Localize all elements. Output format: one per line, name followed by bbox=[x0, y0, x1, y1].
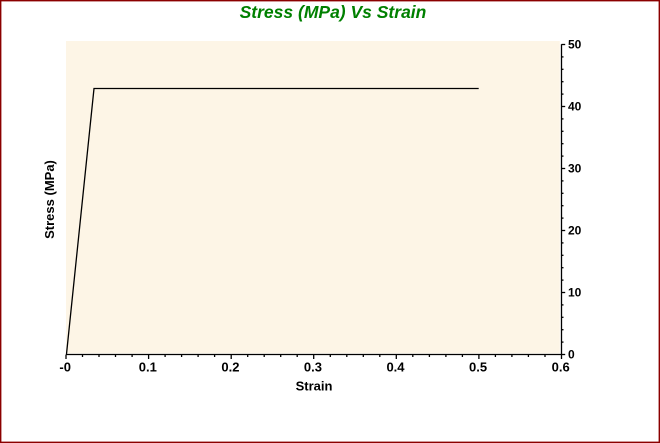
svg-text:Stress (MPa): Stress (MPa) bbox=[42, 160, 57, 239]
svg-text:0.1: 0.1 bbox=[139, 360, 157, 375]
svg-text:Stress (MPa) Vs Strain: Stress (MPa) Vs Strain bbox=[240, 2, 427, 22]
svg-text:Strain: Strain bbox=[296, 379, 333, 394]
svg-text:40: 40 bbox=[568, 99, 582, 113]
svg-text:0: 0 bbox=[568, 347, 575, 361]
svg-text:0.5: 0.5 bbox=[469, 360, 487, 375]
svg-text:0.4: 0.4 bbox=[386, 360, 405, 375]
svg-text:20: 20 bbox=[568, 223, 582, 237]
svg-text:0.3: 0.3 bbox=[304, 360, 322, 375]
svg-text:30: 30 bbox=[568, 161, 582, 175]
svg-text:10: 10 bbox=[568, 285, 582, 299]
svg-text:50: 50 bbox=[568, 37, 582, 51]
svg-text:0.6: 0.6 bbox=[552, 360, 570, 375]
svg-text:-0: -0 bbox=[59, 360, 71, 375]
svg-text:0.2: 0.2 bbox=[221, 360, 239, 375]
